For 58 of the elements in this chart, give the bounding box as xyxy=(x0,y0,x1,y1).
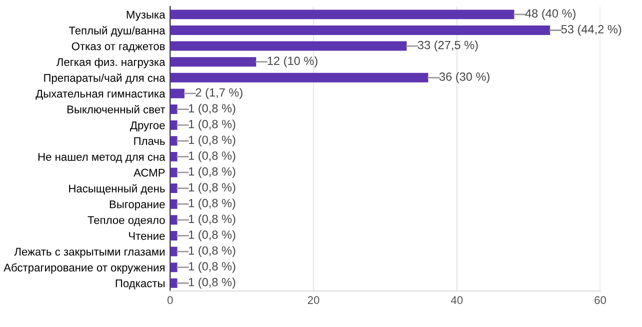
data-label: 1 (0,8 %) xyxy=(188,214,236,226)
bar xyxy=(170,230,178,240)
data-label: 2 (1,7 %) xyxy=(196,88,242,99)
data-label: 53 (44,2 %) xyxy=(561,24,622,36)
bar xyxy=(170,72,428,82)
y-tick-label: Выключенный свет xyxy=(67,105,166,114)
bar xyxy=(170,41,407,51)
bar xyxy=(170,246,178,256)
x-tick-label: 60 xyxy=(594,296,606,304)
bar xyxy=(170,262,178,272)
data-label: 1 (0,8 %) xyxy=(188,278,236,289)
y-tick-label: Насыщенный день xyxy=(69,184,165,195)
y-tick-label: Лежать с закрытыми глазами xyxy=(14,248,165,258)
y-tick-label: Дыхательная гимнастика xyxy=(36,90,166,100)
bar xyxy=(170,278,178,288)
data-label: 1 (0,8 %) xyxy=(188,230,236,242)
data-label: 1 (0,8 %) xyxy=(188,120,236,131)
y-tick-label: Отказ от гаджетов xyxy=(72,42,165,52)
data-label: 36 (30 %) xyxy=(439,72,490,84)
bar xyxy=(170,199,178,209)
y-tick-label: Не нашел метод для сна xyxy=(38,153,166,163)
data-label: 1 (0,8 %) xyxy=(188,182,236,194)
y-tick-label: Плачь xyxy=(134,137,165,146)
bar xyxy=(170,57,256,67)
y-tick-label: Другое xyxy=(130,121,165,132)
data-label: 1 (0,8 %) xyxy=(188,166,236,178)
y-tick-label: Теплое одеяло xyxy=(88,216,165,226)
bar xyxy=(170,136,178,146)
y-tick-label: Абстрагирование от окружения xyxy=(4,263,165,274)
y-tick-label: Выгорание xyxy=(110,200,165,210)
data-label: 1 (0,8 %) xyxy=(188,135,236,146)
y-tick-label: Подкасты xyxy=(116,280,164,290)
x-tick-label: 20 xyxy=(308,296,320,304)
y-tick-label: Препараты/чай для сна xyxy=(44,74,166,84)
bar xyxy=(170,168,178,178)
x-tick-label: 0 xyxy=(167,296,173,304)
data-label: 1 (0,8 %) xyxy=(188,262,236,273)
bar xyxy=(170,104,178,114)
bar xyxy=(170,120,178,130)
bar xyxy=(170,184,178,194)
data-label: 12 (10 %) xyxy=(268,56,318,68)
y-tick-label: Музыка xyxy=(126,10,166,21)
y-tick-label: Легкая физ. нагрузка xyxy=(56,58,166,68)
y-tick-label: Чтение xyxy=(129,232,165,240)
data-label: 1 (0,8 %) xyxy=(188,246,236,258)
bar xyxy=(170,26,550,35)
x-tick-label: 40 xyxy=(450,296,463,304)
data-label: 1 (0,8 %) xyxy=(188,104,236,115)
bar xyxy=(170,88,184,98)
bar xyxy=(170,152,178,162)
data-label: 48 (40 %) xyxy=(525,8,576,20)
y-tick-label: АСМР xyxy=(134,168,165,177)
bar xyxy=(170,10,514,20)
data-label: 1 (0,8 %) xyxy=(188,198,236,210)
bar xyxy=(170,215,178,225)
y-tick-label: Теплый душ/ванна xyxy=(68,26,166,37)
data-label: 33 (27,5 %) xyxy=(418,40,478,52)
data-label: 1 (0,8 %) xyxy=(188,151,236,162)
